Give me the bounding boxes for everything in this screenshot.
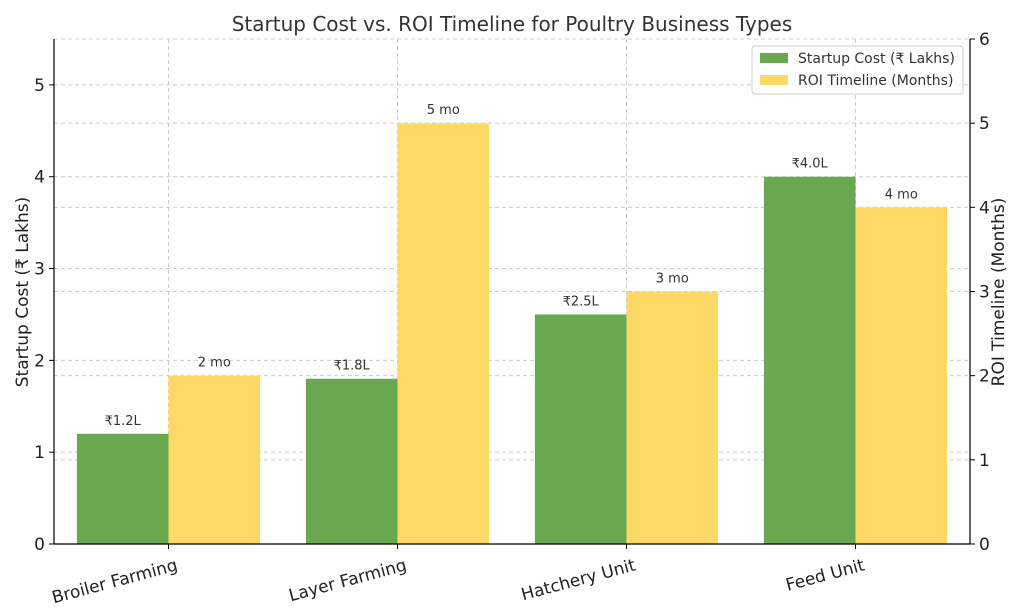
data-label: 4 mo (885, 187, 918, 202)
bars (76, 123, 948, 545)
data-label: 5 mo (427, 103, 460, 118)
legend-label: ROI Timeline (Months) (798, 73, 953, 89)
legend-swatch (760, 53, 788, 63)
bar (763, 176, 856, 544)
data-label: ₹1.2L (105, 414, 142, 429)
legend-swatch (760, 75, 788, 85)
x-tick-label: Feed Unit (784, 555, 867, 595)
bar (397, 123, 490, 545)
y-tick-label-left: 2 (34, 351, 45, 371)
chart-title: Startup Cost vs. ROI Timeline for Poultr… (232, 12, 793, 36)
legend: Startup Cost (₹ Lakhs) ROI Timeline (Mont… (751, 45, 964, 95)
data-label: 2 mo (198, 356, 231, 371)
y-tick-label-left: 3 (34, 260, 45, 280)
bar (534, 314, 627, 544)
legend-box (751, 45, 964, 95)
y-axis-label-right: ROI Timeline (Months) (989, 198, 1009, 387)
x-tick-label: Broiler Farming (50, 556, 180, 609)
y-tick-label-right: 4 (979, 198, 990, 218)
y-tick-label-right: 1 (979, 451, 990, 471)
legend-label: Startup Cost (₹ Lakhs) (798, 51, 955, 67)
x-tick-label: Layer Farming (287, 556, 409, 607)
data-label: ₹2.5L (563, 294, 600, 309)
bar (855, 207, 948, 545)
data-label: 3 mo (656, 272, 689, 287)
y-tick-label-right: 6 (979, 30, 990, 50)
y-tick-label-left: 5 (34, 76, 45, 96)
y-tick-label-left: 4 (34, 168, 45, 188)
y-tick-label-right: 5 (979, 114, 990, 134)
data-label: ₹1.8L (334, 359, 371, 374)
bar (76, 433, 169, 544)
y-tick-label-left: 1 (34, 443, 45, 463)
data-labels: ₹1.2L ₹1.8L ₹2.5L ₹4.0L 2 mo 5 mo 3 mo 4 mo (105, 103, 918, 429)
y-tick-label-right: 0 (979, 535, 990, 555)
bar (305, 378, 398, 544)
y-tick-label-left: 0 (34, 535, 45, 555)
bar (168, 375, 261, 544)
x-tick-label: Hatchery Unit (519, 555, 638, 605)
bar (626, 291, 719, 544)
y-tick-label-right: 3 (979, 283, 990, 303)
y-axis-label-left: Startup Cost (₹ Lakhs) (13, 197, 33, 388)
data-label: ₹4.0L (792, 157, 829, 172)
y-tick-label-right: 2 (979, 367, 990, 387)
